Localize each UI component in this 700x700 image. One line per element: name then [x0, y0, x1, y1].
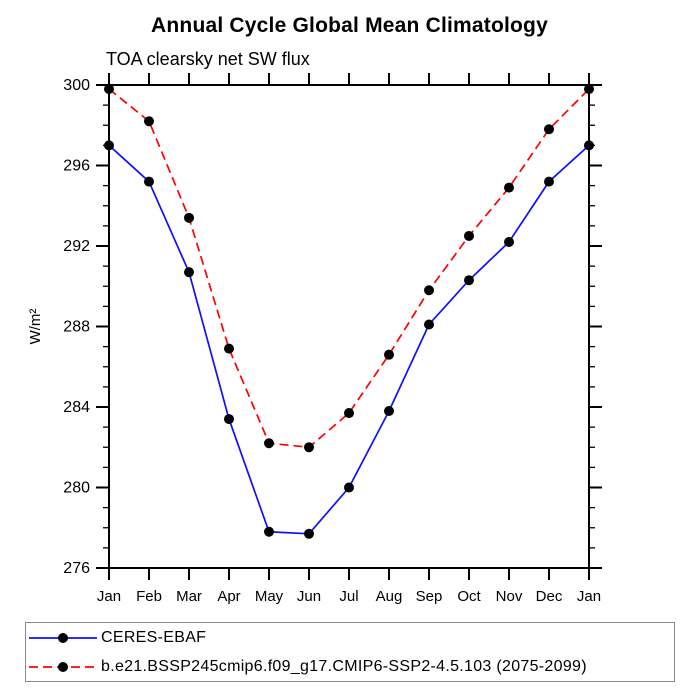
y-axis-ticks — [96, 84, 602, 569]
x-tick-label: Aug — [376, 588, 403, 605]
data-point-marker — [304, 528, 314, 539]
series-line-0 — [108, 144, 590, 535]
data-point-marker — [544, 124, 554, 135]
legend-marker-icon — [58, 632, 68, 643]
x-tick-label: Mar — [176, 588, 202, 605]
y-axis-labels: 276 280 284 288 292 296 300 — [63, 77, 90, 577]
x-tick-label: Dec — [536, 588, 563, 605]
series-ceres-ebaf — [104, 140, 594, 539]
data-point-marker — [104, 84, 114, 95]
x-tick-label: Sep — [416, 588, 443, 605]
y-tick-label: 296 — [63, 158, 90, 175]
x-axis-labels: Jan Feb Mar Apr May Jun Jul Aug Sep Oct Nov Dec Jan — [97, 588, 601, 605]
y-tick-label: 284 — [63, 399, 90, 416]
x-tick-label: Jun — [297, 588, 321, 605]
legend-marker-icon — [58, 661, 68, 672]
data-point-marker — [544, 176, 554, 187]
data-point-marker — [384, 349, 394, 360]
y-tick-label: 276 — [63, 560, 90, 577]
data-point-marker — [104, 140, 114, 151]
y-tick-label: 300 — [63, 77, 90, 94]
x-tick-label: Jan — [97, 588, 121, 605]
data-point-marker — [344, 408, 354, 419]
y-tick-label: 292 — [63, 238, 90, 255]
data-point-marker — [584, 140, 594, 151]
data-point-marker — [224, 414, 234, 425]
chart-title: Annual Cycle Global Mean Climatology — [151, 14, 548, 37]
data-point-marker — [424, 285, 434, 296]
legend-item-label: CERES-EBAF — [101, 628, 207, 646]
y-axis-title: W/m² — [27, 309, 44, 345]
data-point-marker — [384, 406, 394, 417]
x-tick-label: Oct — [457, 588, 481, 605]
series-model — [104, 84, 594, 453]
x-tick-label: May — [255, 588, 284, 605]
legend-line-sample — [29, 632, 97, 643]
y-tick-label: 280 — [63, 480, 90, 497]
x-tick-label: Jul — [339, 588, 358, 605]
data-point-marker — [464, 230, 474, 241]
plot-frame — [108, 84, 590, 569]
legend-item: CERES-EBAF — [26, 623, 674, 652]
y-tick-label: 288 — [63, 319, 90, 336]
x-tick-label: Nov — [496, 588, 523, 605]
x-tick-label: Apr — [217, 588, 240, 605]
legend-item-label: b.e21.BSSP245cmip6.f09_g17.CMIP6-SSP2-4.… — [101, 657, 587, 675]
data-point-marker — [504, 236, 514, 247]
data-point-marker — [264, 438, 274, 449]
legend-line-sample — [29, 661, 97, 672]
data-point-marker — [584, 84, 594, 95]
x-tick-label: Feb — [136, 588, 162, 605]
data-point-marker — [304, 442, 314, 453]
legend-box: CERES-EBAF b.e21.BSSP245cmip6.f09_g17.CMI… — [25, 622, 675, 682]
legend-item: b.e21.BSSP245cmip6.f09_g17.CMIP6-SSP2-4.… — [26, 652, 674, 681]
data-point-marker — [184, 212, 194, 223]
data-point-marker — [424, 319, 434, 330]
data-point-marker — [464, 275, 474, 286]
data-point-marker — [264, 526, 274, 537]
x-axis-ticks — [108, 73, 590, 580]
data-point-marker — [184, 267, 194, 278]
data-point-marker — [344, 482, 354, 493]
x-tick-label: Jan — [577, 588, 601, 605]
series-line-1 — [108, 88, 590, 449]
data-point-marker — [144, 116, 154, 127]
data-point-marker — [144, 176, 154, 187]
chart-subtitle: TOA clearsky net SW flux — [106, 49, 310, 69]
data-point-marker — [224, 343, 234, 354]
data-point-marker — [504, 182, 514, 193]
